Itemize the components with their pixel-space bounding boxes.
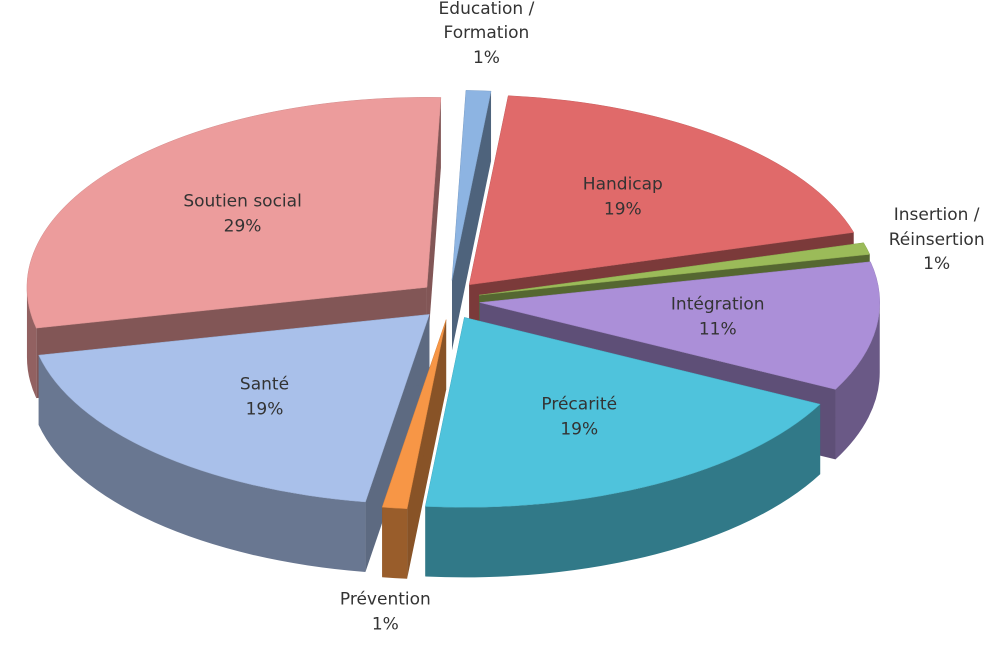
slice-label: Intégration 11% <box>653 293 783 342</box>
value-label: 19% <box>603 199 642 220</box>
category-label: Soutien social <box>183 191 302 212</box>
slice-side <box>451 91 492 351</box>
category-label: Insertion / Réinsertion <box>888 205 985 250</box>
slice-label: Handicap 19% <box>558 173 688 222</box>
slice-label: Education / Formation 1% <box>421 0 551 71</box>
slice-top <box>26 97 442 329</box>
value-label: 1% <box>923 254 951 275</box>
slice <box>38 314 430 572</box>
slice <box>425 317 821 578</box>
slice-side <box>382 507 408 579</box>
slice <box>451 90 492 351</box>
slice-top <box>425 317 821 508</box>
slice-side <box>835 302 880 460</box>
slice-side <box>426 97 441 358</box>
slice <box>381 319 447 579</box>
slice-side <box>38 355 366 572</box>
value-label: 1% <box>472 48 500 69</box>
slice-label: Précarité 19% <box>514 393 644 442</box>
category-label: Intégration <box>670 294 765 315</box>
value-label: 19% <box>560 419 599 440</box>
slice-top <box>468 95 855 286</box>
category-label: Santé <box>239 374 290 395</box>
category-label: Handicap <box>582 174 663 195</box>
category-label: Précarité <box>541 394 618 415</box>
slice-top <box>381 319 447 509</box>
slice-top <box>479 242 871 296</box>
value-label: 1% <box>371 613 399 634</box>
category-label: Prévention <box>339 589 431 610</box>
slice-label: Santé 19% <box>199 373 329 422</box>
value-label: 29% <box>223 216 262 237</box>
value-label: 19% <box>245 399 284 420</box>
slice-side <box>26 287 37 399</box>
value-label: 11% <box>698 319 737 340</box>
slice-side <box>425 404 821 578</box>
slice-label: Prévention 1% <box>320 587 450 636</box>
slice-top <box>38 314 430 503</box>
category-label: Education / Formation <box>438 0 535 44</box>
slice-label: Insertion / Réinsertion 1% <box>872 203 991 277</box>
slice-label: Soutien social 29% <box>178 190 308 239</box>
slice-top <box>479 261 880 390</box>
slice-top <box>451 90 492 281</box>
